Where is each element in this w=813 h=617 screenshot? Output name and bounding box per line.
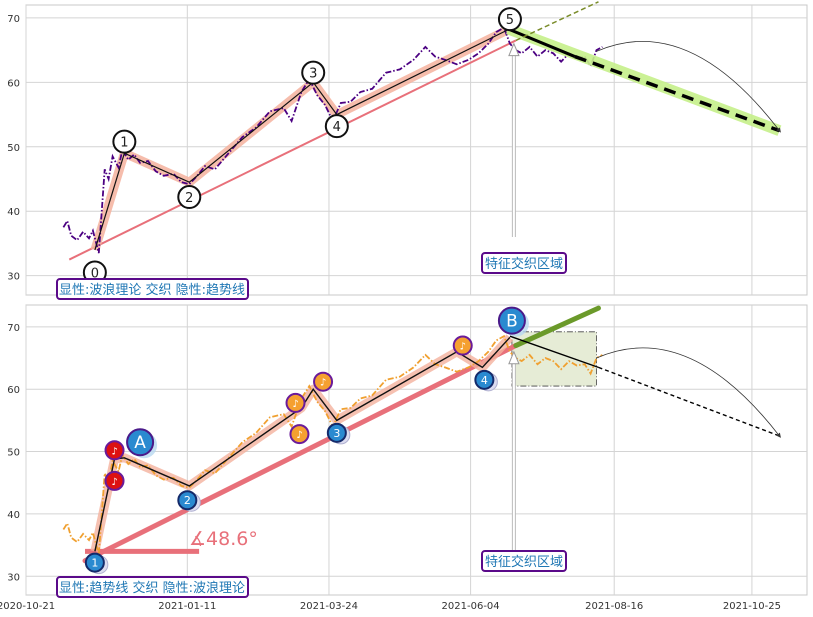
- bottom-y-tick-label: 50: [7, 448, 20, 459]
- bottom-y-tick-label: 30: [7, 572, 20, 583]
- top-olive-line: [515, 1, 599, 42]
- top-grid: [25, 5, 807, 295]
- top-wave-line: [94, 28, 511, 251]
- top-forecast-highlight: [506, 23, 782, 136]
- top-wave-label: 4: [333, 120, 341, 135]
- bottom-note-glyph: ♪: [292, 399, 298, 410]
- top-wave-label: 0: [91, 266, 99, 281]
- bottom-box-label-text: 显性:趋势线 交织 隐性:波浪理论: [59, 580, 245, 596]
- top-forecast-solid: [507, 27, 576, 58]
- bottom-forecast-solid: [509, 335, 599, 369]
- top-y-tick-label: 70: [7, 14, 20, 25]
- top-plot-content: 0 1 2 3 4 5: [62, 1, 782, 285]
- bottom-grid: [25, 305, 807, 595]
- bottom-note-marker: [452, 335, 473, 356]
- bottom-blue-marker: [177, 490, 198, 511]
- top-wave-label: 1: [120, 136, 128, 151]
- top-annotation-arrowhead: [508, 42, 520, 57]
- bottom-zone-label: 特征交织区域: [481, 550, 567, 572]
- bottom-blue-marker: [326, 422, 347, 443]
- bottom-note-glyph: ♪: [296, 430, 302, 441]
- top-trendline: [68, 39, 517, 261]
- bottom-x-tick-label: 2021-01-11: [158, 601, 216, 612]
- top-zone-label-text: 特征交织区域: [485, 256, 563, 272]
- bottom-trendline: [82, 343, 519, 564]
- bottom-blue-marker-label: 4: [481, 374, 488, 387]
- top-box-label-text: 显性:波浪理论 交织 隐性:趋势线: [59, 282, 245, 298]
- top-y-ticks: 30 40 50 60 70: [7, 14, 20, 283]
- bottom-note-marker: [289, 424, 310, 445]
- bottom-x-tick-label: 2021-08-16: [585, 601, 643, 612]
- top-zone-label: 特征交织区域: [481, 252, 567, 274]
- top-wave-label: 3: [309, 67, 317, 82]
- bottom-y-ticks: 30 40 50 60 70: [7, 323, 20, 583]
- bottom-note-glyph: ♪: [460, 342, 466, 353]
- bottom-note-marker: [285, 392, 306, 413]
- bottom-big-marker: [126, 428, 155, 457]
- top-wave-circle: [324, 114, 349, 139]
- bottom-blue-marker-label: 2: [184, 494, 191, 507]
- bottom-blue-marker-label: 3: [333, 427, 340, 440]
- bottom-big-marker-label: B: [506, 312, 518, 332]
- bottom-note-glyph: ♪: [111, 477, 117, 488]
- bottom-x-tick-label: 2021-03-24: [300, 601, 358, 612]
- bottom-green-line: [513, 305, 601, 349]
- bottom-x-tick-label: 2020-10-21: [0, 601, 55, 612]
- bottom-arc: [596, 347, 781, 438]
- bottom-price-series: [62, 334, 603, 555]
- bottom-note-glyph: ♪: [111, 446, 117, 457]
- top-y-tick-label: 50: [7, 143, 20, 154]
- bottom-note-marker: [104, 440, 125, 461]
- bottom-x-tick-label: 2021-06-04: [442, 601, 500, 612]
- bottom-note-marker: [313, 371, 334, 392]
- bottom-panel: 30 40 50 60 70 2020-10-21 2021-01-11 2021-03-2…: [0, 304, 808, 612]
- top-wave-circle: [301, 60, 326, 85]
- top-plot-area: [25, 4, 808, 296]
- angle-label: ∡48.6°: [189, 528, 258, 550]
- bottom-annotation-arrowhead: [508, 350, 520, 365]
- top-wave-circle: [112, 129, 137, 154]
- top-panel: 30 40 50 60 70 0 1 2 3 4 5 显性:波浪理论 交织 隐性:趋势线 特征交织…: [7, 1, 808, 300]
- bottom-blue-marker: [84, 552, 105, 573]
- bottom-note-glyph: ♪: [320, 378, 326, 389]
- bottom-big-marker-label: A: [134, 433, 146, 453]
- bottom-big-marker: [497, 306, 526, 335]
- bottom-blue-marker: [474, 369, 495, 390]
- top-forecast-dashed: [574, 54, 781, 133]
- bottom-y-tick-label: 60: [7, 385, 20, 396]
- top-box-label: 显性:波浪理论 交织 隐性:趋势线: [56, 278, 249, 300]
- bottom-zone-label-text: 特征交织区域: [485, 554, 563, 570]
- bottom-y-tick-label: 70: [7, 323, 20, 334]
- top-wave-circle: [497, 7, 522, 32]
- bottom-x-tick-label: 2021-10-25: [723, 601, 781, 612]
- bottom-forecast-dashed: [598, 366, 780, 437]
- bottom-box-label: 显性:趋势线 交织 隐性:波浪理论: [56, 576, 249, 598]
- bottom-y-tick-label: 40: [7, 510, 20, 521]
- top-price-series: [62, 26, 603, 254]
- bottom-x-ticks: 2020-10-21 2021-01-11 2021-03-24 2021-06-04…: [0, 601, 781, 612]
- top-wave-label: 5: [506, 13, 514, 28]
- bottom-note-marker: [104, 470, 125, 491]
- top-y-tick-label: 60: [7, 78, 20, 89]
- top-wave-label: 2: [185, 191, 193, 206]
- bottom-blue-marker-label: 1: [91, 557, 98, 570]
- top-wave-circle: [177, 185, 202, 210]
- bottom-plot-content: ♪ ♪ ♪ ♪ ♪ ♪ 1 2 3 4 A B: [62, 305, 781, 575]
- top-arc: [596, 40, 781, 133]
- top-y-tick-label: 40: [7, 207, 20, 218]
- top-y-tick-label: 30: [7, 272, 20, 283]
